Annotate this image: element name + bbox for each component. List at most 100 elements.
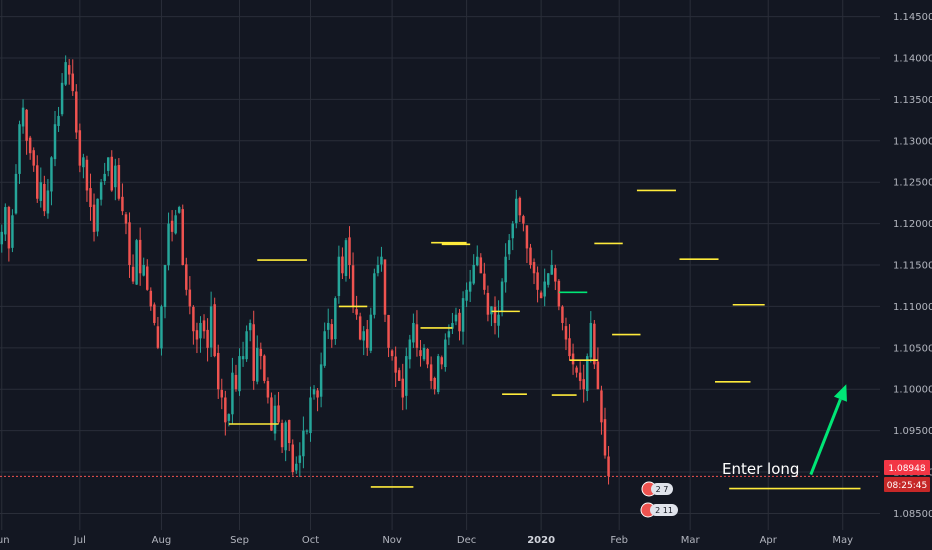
candle[interactable] <box>7 205 11 262</box>
candle[interactable] <box>302 416 305 469</box>
y-axis-panel[interactable] <box>880 0 932 550</box>
candle[interactable] <box>312 385 316 400</box>
candle[interactable] <box>78 123 82 173</box>
candle[interactable] <box>135 238 138 285</box>
candle[interactable] <box>71 59 74 96</box>
candle[interactable] <box>209 291 213 357</box>
candle[interactable] <box>465 282 468 307</box>
candle[interactable] <box>202 314 206 339</box>
candle[interactable] <box>397 367 401 381</box>
candle[interactable] <box>483 262 486 295</box>
candle[interactable] <box>110 150 114 192</box>
candle[interactable] <box>373 268 376 319</box>
candle[interactable] <box>167 212 170 271</box>
candle[interactable] <box>92 193 96 242</box>
candle[interactable] <box>32 147 35 172</box>
candle[interactable] <box>206 318 209 362</box>
candle[interactable] <box>472 254 475 286</box>
candle[interactable] <box>344 238 348 282</box>
candle[interactable] <box>50 156 53 206</box>
candle[interactable] <box>529 243 532 269</box>
candle[interactable] <box>174 209 177 235</box>
candle[interactable] <box>220 378 224 410</box>
candle[interactable] <box>334 296 337 345</box>
candle[interactable] <box>224 390 227 436</box>
candle[interactable] <box>522 214 525 232</box>
candle[interactable] <box>408 334 412 369</box>
candle[interactable] <box>96 198 99 237</box>
candle[interactable] <box>458 309 461 341</box>
candle[interactable] <box>401 363 404 411</box>
event-badges[interactable]: 2 7 2 11 <box>640 481 678 518</box>
candle[interactable] <box>256 335 259 385</box>
candle[interactable] <box>309 386 312 442</box>
candle[interactable] <box>153 302 156 326</box>
candle[interactable] <box>25 109 28 155</box>
candle[interactable] <box>341 247 344 280</box>
candle[interactable] <box>493 296 497 335</box>
candle[interactable] <box>4 203 7 242</box>
candle[interactable] <box>241 341 245 367</box>
candle[interactable] <box>138 227 142 286</box>
candle[interactable] <box>578 361 582 390</box>
candle[interactable] <box>546 273 550 288</box>
candle[interactable] <box>596 347 600 390</box>
candle[interactable] <box>67 58 71 85</box>
candle[interactable] <box>28 135 32 160</box>
candle[interactable] <box>515 189 518 229</box>
candle[interactable] <box>390 349 394 361</box>
candle[interactable] <box>518 196 522 222</box>
candle[interactable] <box>603 407 607 459</box>
candle[interactable] <box>412 313 415 348</box>
candle[interactable] <box>486 285 490 322</box>
candle[interactable] <box>124 212 128 235</box>
candle[interactable] <box>387 314 390 358</box>
candle[interactable] <box>550 250 554 275</box>
event-badge[interactable]: 2 7 <box>641 481 673 497</box>
candle[interactable] <box>270 392 273 432</box>
candle[interactable] <box>248 319 252 342</box>
candle[interactable] <box>525 225 529 264</box>
candle[interactable] <box>504 243 507 293</box>
candle[interactable] <box>128 212 131 278</box>
candle[interactable] <box>291 439 294 476</box>
candle[interactable] <box>103 162 106 185</box>
candle[interactable] <box>429 356 433 389</box>
candle[interactable] <box>181 204 184 266</box>
candle[interactable] <box>362 326 365 356</box>
candle[interactable] <box>589 311 593 363</box>
candle[interactable] <box>543 268 546 307</box>
candle[interactable] <box>163 264 167 319</box>
candle[interactable] <box>18 120 21 184</box>
candle[interactable] <box>511 221 514 251</box>
candle[interactable] <box>149 287 153 311</box>
candle[interactable] <box>369 307 373 354</box>
candle[interactable] <box>64 55 67 86</box>
candle[interactable] <box>131 254 135 285</box>
candle[interactable] <box>351 252 355 313</box>
candle[interactable] <box>185 257 188 296</box>
candle[interactable] <box>99 178 103 206</box>
candle[interactable] <box>60 73 64 117</box>
candle[interactable] <box>433 376 436 395</box>
candle[interactable] <box>234 364 238 392</box>
candle[interactable] <box>192 305 195 345</box>
candle[interactable] <box>238 348 241 396</box>
candle[interactable] <box>14 164 18 215</box>
candle[interactable] <box>490 306 493 327</box>
candle[interactable] <box>287 419 291 452</box>
candle[interactable] <box>36 155 39 203</box>
candle[interactable] <box>146 259 149 291</box>
candle[interactable] <box>539 290 543 299</box>
candle[interactable] <box>106 157 110 177</box>
candle[interactable] <box>89 173 92 221</box>
candle[interactable] <box>39 167 43 208</box>
candle[interactable] <box>263 354 266 384</box>
candle[interactable] <box>536 266 539 303</box>
candle[interactable] <box>607 446 610 485</box>
candle[interactable] <box>295 456 298 474</box>
candle[interactable] <box>355 295 358 320</box>
candle[interactable] <box>298 442 302 478</box>
candle[interactable] <box>436 353 440 395</box>
